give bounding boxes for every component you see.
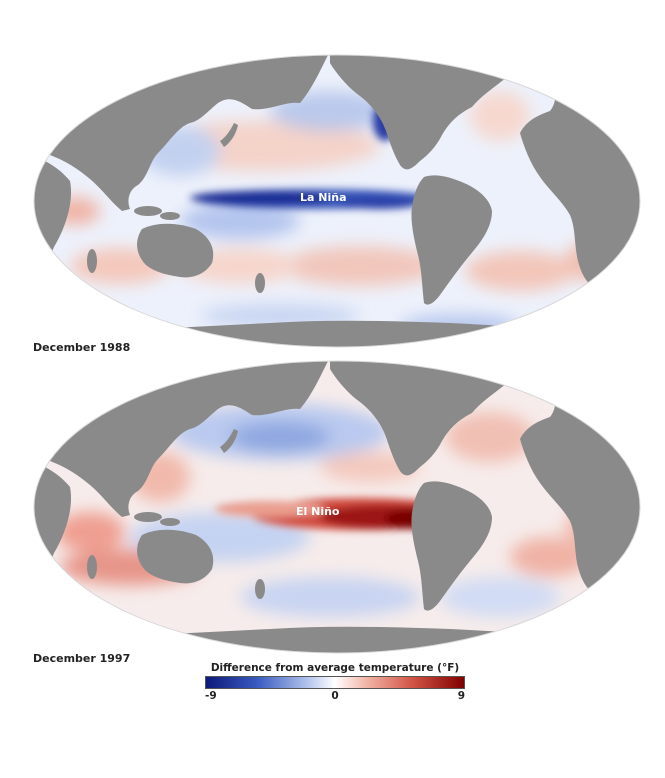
date-label-bottom: December 1997 [33, 652, 131, 665]
legend-tick-mid: 0 [331, 690, 339, 702]
legend-color-bar [205, 676, 465, 689]
la-nina-label: La Niña [300, 191, 347, 204]
legend-title: Difference from average temperature (°F) [210, 662, 460, 674]
date-label-top: December 1988 [33, 341, 131, 354]
color-legend: Difference from average temperature (°F)… [200, 662, 470, 703]
legend-tick-max: 9 [457, 690, 465, 702]
legend-tick-min: -9 [205, 690, 217, 702]
el-nino-label: El Niño [296, 505, 340, 518]
map-outline [33, 54, 641, 348]
map-outline [33, 360, 641, 654]
sst-anomaly-map: El Niño [33, 360, 641, 654]
map-december-1997: El Niño [30, 357, 644, 657]
legend-ticks: -9 0 9 [205, 689, 465, 703]
sst-anomaly-map: La Niña [33, 54, 641, 348]
map-december-1988: La Niña [30, 51, 644, 351]
